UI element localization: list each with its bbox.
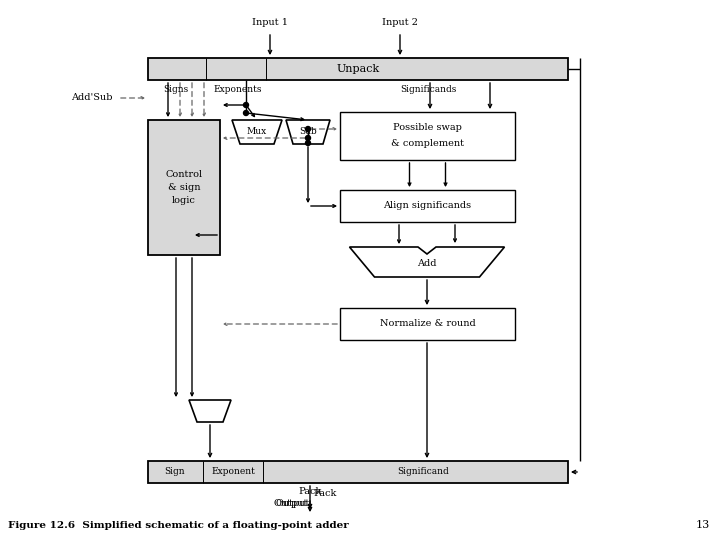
Text: Add'Sub: Add'Sub (71, 93, 113, 103)
Bar (148, 58, 568, 80)
Bar (340, 190, 515, 222)
Polygon shape (286, 120, 330, 144)
Polygon shape (189, 400, 231, 422)
Text: Pack: Pack (298, 487, 322, 496)
Bar (340, 112, 515, 160)
Text: Mux: Mux (247, 127, 267, 137)
Text: Sub: Sub (299, 127, 317, 137)
Text: Unpack: Unpack (336, 64, 379, 74)
Text: Figure 12.6  Simplified schematic of a floating-point adder: Figure 12.6 Simplified schematic of a fl… (8, 521, 348, 530)
Text: Normalize & round: Normalize & round (379, 320, 475, 328)
Circle shape (243, 103, 248, 107)
Bar (148, 120, 220, 255)
Text: Align significands: Align significands (384, 201, 472, 211)
Text: Signs: Signs (163, 85, 189, 94)
Text: 13: 13 (696, 520, 710, 530)
Text: Significands: Significands (400, 85, 456, 94)
Text: Output: Output (276, 498, 310, 508)
Text: Input 2: Input 2 (382, 18, 418, 27)
Text: Output: Output (274, 498, 308, 508)
Circle shape (305, 140, 310, 145)
Text: Exponent: Exponent (211, 468, 255, 476)
Bar (340, 308, 515, 340)
Polygon shape (232, 120, 282, 144)
Text: Significand: Significand (397, 468, 449, 476)
Text: Add: Add (418, 260, 437, 268)
Text: Input 1: Input 1 (252, 18, 288, 27)
Text: Sign: Sign (165, 468, 185, 476)
Polygon shape (349, 247, 505, 277)
Text: Exponents: Exponents (214, 85, 262, 94)
Circle shape (243, 111, 248, 116)
Text: Control: Control (166, 170, 202, 179)
Circle shape (305, 136, 310, 140)
Text: logic: logic (172, 196, 196, 205)
Text: & complement: & complement (391, 139, 464, 148)
Bar (148, 461, 568, 483)
Text: & sign: & sign (168, 183, 200, 192)
Circle shape (305, 126, 310, 132)
Text: Pack: Pack (313, 489, 336, 497)
Text: Possible swap: Possible swap (393, 124, 462, 132)
